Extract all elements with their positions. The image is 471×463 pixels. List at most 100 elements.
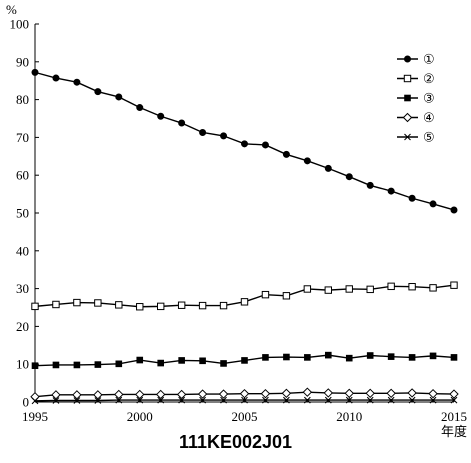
data-point (366, 181, 374, 189)
data-point (324, 286, 333, 294)
data-point (429, 284, 437, 292)
data-point (52, 361, 60, 369)
data-point (387, 353, 395, 360)
data-point (387, 396, 395, 404)
data-point (387, 282, 395, 291)
legend-marker (403, 74, 412, 83)
data-point (345, 354, 353, 362)
data-point (429, 396, 437, 404)
y-tick-label: 30 (16, 281, 29, 296)
data-point (220, 132, 228, 140)
data-point (178, 357, 185, 364)
legend-label: ⑤ (423, 130, 435, 145)
legend-label: ② (423, 71, 435, 86)
data-point (115, 360, 123, 368)
series-4 (30, 387, 459, 402)
y-tick-label: 100 (10, 17, 30, 32)
y-tick-label: 40 (16, 243, 29, 258)
legend-marker (404, 133, 411, 141)
y-tick-label: 60 (16, 168, 29, 183)
data-point (302, 387, 313, 397)
y-tick-label: 70 (16, 130, 29, 145)
data-point (73, 78, 81, 86)
data-point (199, 396, 206, 404)
data-point (241, 396, 248, 404)
data-point (198, 301, 207, 310)
legend-entry-3: ③ (397, 91, 435, 106)
data-point (31, 302, 39, 311)
data-point (408, 283, 416, 291)
data-point (31, 362, 39, 370)
data-point (73, 361, 81, 369)
data-point (115, 93, 123, 101)
y-tick-label: 80 (16, 92, 29, 107)
y-tick-label: 90 (16, 54, 29, 69)
x-tick-label: 2015 (441, 409, 467, 424)
x-tick-label: 2000 (127, 409, 153, 424)
data-point (197, 389, 208, 399)
data-point (408, 354, 416, 361)
data-point (135, 389, 145, 400)
legend-entry-5: ⑤ (397, 130, 435, 145)
data-point (261, 141, 269, 149)
x-tick-label: 1995 (22, 409, 48, 424)
data-point (220, 396, 227, 404)
data-point (239, 388, 250, 399)
data-point (324, 164, 332, 172)
data-point (72, 390, 82, 400)
data-point (344, 388, 354, 399)
data-point (366, 285, 374, 294)
data-point (345, 173, 353, 181)
data-point (429, 200, 437, 208)
data-point (73, 298, 81, 307)
legend-entry-1: ① (397, 52, 435, 67)
data-point (262, 354, 269, 361)
data-point (115, 396, 123, 404)
series-2 (31, 281, 458, 311)
data-point (199, 357, 206, 365)
data-point (199, 128, 207, 136)
data-point (241, 357, 248, 364)
legend-marker (402, 112, 413, 123)
data-point (157, 359, 164, 367)
data-point (366, 396, 374, 404)
data-point (450, 206, 458, 214)
data-point (323, 388, 334, 398)
data-point (31, 397, 39, 405)
y-tick-label: 10 (16, 357, 29, 372)
data-point (157, 112, 165, 120)
data-point (450, 354, 458, 361)
data-point (345, 396, 353, 404)
data-point (429, 352, 437, 360)
x-tick-label: 2010 (336, 409, 362, 424)
data-point (450, 396, 458, 404)
data-point (73, 397, 81, 404)
data-point (260, 388, 271, 399)
data-point (303, 285, 312, 293)
data-point (240, 298, 249, 306)
data-point (155, 389, 166, 400)
series-1 (31, 68, 458, 214)
data-point (178, 396, 186, 404)
data-point (219, 301, 228, 310)
plot-area (30, 68, 459, 405)
data-point (386, 388, 396, 399)
data-point (407, 388, 417, 398)
data-point (177, 301, 186, 309)
data-point (136, 396, 144, 404)
data-point (52, 397, 60, 404)
data-point (450, 281, 458, 289)
data-point (241, 140, 248, 148)
data-point (136, 356, 144, 364)
data-point (114, 389, 124, 400)
data-point (262, 396, 269, 404)
data-point (282, 292, 291, 300)
legend-marker (404, 94, 411, 102)
data-point (93, 390, 103, 400)
data-point (52, 300, 60, 309)
data-point (408, 396, 416, 404)
data-point (282, 150, 290, 158)
legend-marker (404, 55, 411, 63)
y-tick-label: 50 (16, 206, 29, 221)
legend-entry-2: ② (397, 71, 435, 86)
